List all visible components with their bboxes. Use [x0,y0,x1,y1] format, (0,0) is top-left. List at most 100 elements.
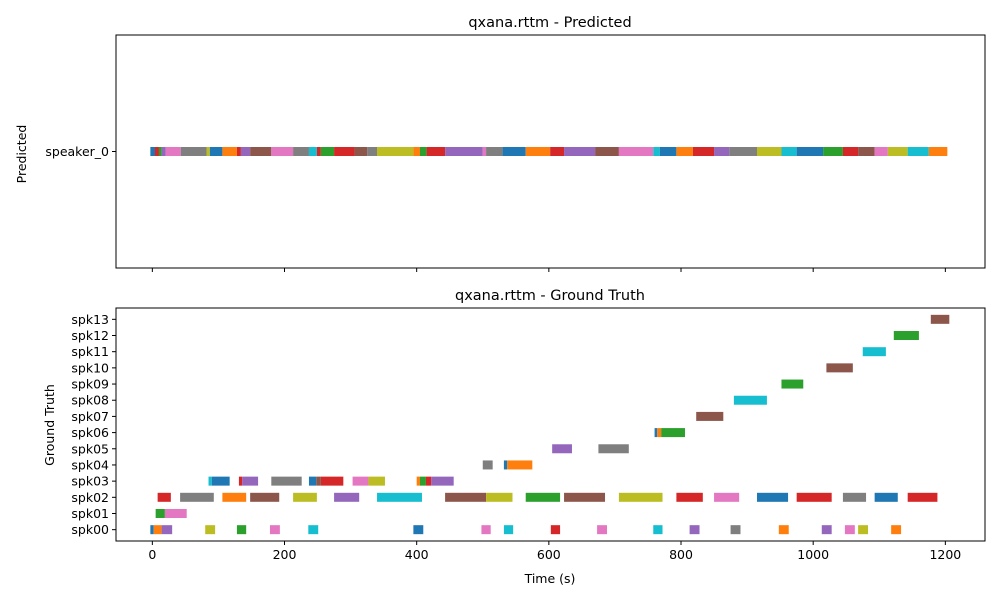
segment-speaker_0-10 [240,147,251,156]
segment-speaker_0-9 [236,147,241,156]
segment-spk03-44 [242,476,259,486]
predicted-x-ticks [151,268,946,272]
segment-spk04-55 [482,460,493,470]
segment-speaker_0-3 [161,147,166,156]
y-tick-label-spk09: spk09 [71,377,109,392]
segment-spk00-9 [503,525,514,535]
ground-truth-title: qxana.rttm - Ground Truth [455,288,645,304]
segment-spk03-47 [316,476,321,486]
segment-speaker_0-22 [419,147,427,156]
segment-speaker_0-37 [714,147,730,156]
y-tick-label-spk08: spk08 [71,393,109,408]
segment-spk02-26 [293,492,317,502]
segment-spk02-25 [250,492,280,502]
segment-spk00-7 [413,525,424,535]
predicted-segments [150,147,948,156]
segment-spk07-63 [696,411,724,421]
segment-speaker_0-30 [564,147,596,156]
segment-spk02-22 [157,492,171,502]
segment-spk02-37 [796,492,832,502]
segment-spk04-56 [503,460,508,470]
segment-spk00-3 [205,525,216,535]
x-tick-label-1000: 1000 [797,547,829,562]
y-tick-label-spk03: spk03 [71,474,109,489]
segment-speaker_0-26 [486,147,503,156]
segment-speaker_0-43 [842,147,859,156]
predicted-title: qxana.rttm - Predicted [468,15,631,31]
y-tick-label-spk00: spk00 [71,522,109,537]
segment-spk02-33 [618,492,663,502]
segment-spk02-23 [180,492,214,502]
segment-spk00-4 [236,525,247,535]
segment-speaker_0-18 [354,147,368,156]
segment-speaker_0-24 [445,147,483,156]
segment-spk02-31 [525,492,561,502]
segment-speaker_0-32 [618,147,654,156]
segment-spk00-13 [689,525,700,535]
segment-spk00-6 [308,525,319,535]
y-tick-label-spk04: spk04 [71,457,109,472]
segment-speaker_0-45 [874,147,888,156]
segment-spk06-60 [654,428,658,438]
segment-spk00-5 [269,525,280,535]
segment-spk02-39 [874,492,898,502]
segment-speaker_0-5 [180,147,207,156]
y-tick-label-spk02: spk02 [71,490,109,505]
predicted-y-axis-label: Predicted [14,125,29,184]
segment-spk13-69 [930,314,950,324]
segment-speaker_0-2 [158,147,162,156]
segment-spk00-8 [481,525,491,535]
ground-truth-y-axis-label: Ground Truth [42,384,57,466]
segment-speaker_0-36 [692,147,715,156]
segment-speaker_0-15 [316,147,321,156]
segment-spk03-54 [431,476,454,486]
segment-spk00-11 [597,525,607,535]
segment-spk02-35 [714,492,740,502]
segment-spk03-42 [211,476,230,486]
segment-speaker_0-0 [150,147,155,156]
segment-spk00-16 [821,525,832,535]
predicted-axes-frame [115,34,986,269]
segment-spk02-40 [907,492,938,502]
segment-speaker_0-33 [653,147,660,156]
segment-speaker_0-44 [858,147,875,156]
segment-spk02-29 [445,492,487,502]
ground-truth-axes-frame [115,307,986,542]
segment-speaker_0-8 [222,147,237,156]
segment-spk00-14 [730,525,741,535]
segment-spk02-38 [842,492,867,502]
segment-spk04-57 [507,460,533,470]
y-tick-label-spk11: spk11 [71,344,109,359]
segment-spk01-20 [155,508,165,518]
segment-speaker_0-38 [729,147,758,156]
segment-spk00-17 [844,525,855,535]
segment-spk03-46 [308,476,317,486]
segment-spk10-66 [826,363,853,373]
ground-truth-segments [150,314,950,535]
segment-speaker_0-11 [250,147,272,156]
segment-spk06-62 [661,428,685,438]
x-tick-label-600: 600 [537,547,561,562]
segment-speaker_0-34 [659,147,677,156]
segment-speaker_0-1 [154,147,159,156]
segment-speaker_0-6 [206,147,210,156]
y-tick-label-spk05: spk05 [71,441,109,456]
x-tick-label-400: 400 [405,547,429,562]
segment-spk00-19 [891,525,902,535]
segment-spk02-30 [486,492,513,502]
y-tick-label-spk06: spk06 [71,425,109,440]
segment-speaker_0-31 [595,147,619,156]
segment-spk03-50 [368,476,385,486]
segment-spk00-18 [858,525,869,535]
segment-speaker_0-20 [377,147,414,156]
segment-spk02-32 [564,492,606,502]
segment-spk02-36 [757,492,789,502]
ground-truth-x-ticks: 0 200 400 600 800 1000 1200 [148,541,961,562]
segment-spk03-41 [208,476,212,486]
segment-spk08-64 [733,395,767,405]
segment-speaker_0-14 [308,147,317,156]
segment-spk00-15 [778,525,789,535]
segment-spk03-51 [416,476,420,486]
x-tick-label-800: 800 [669,547,693,562]
